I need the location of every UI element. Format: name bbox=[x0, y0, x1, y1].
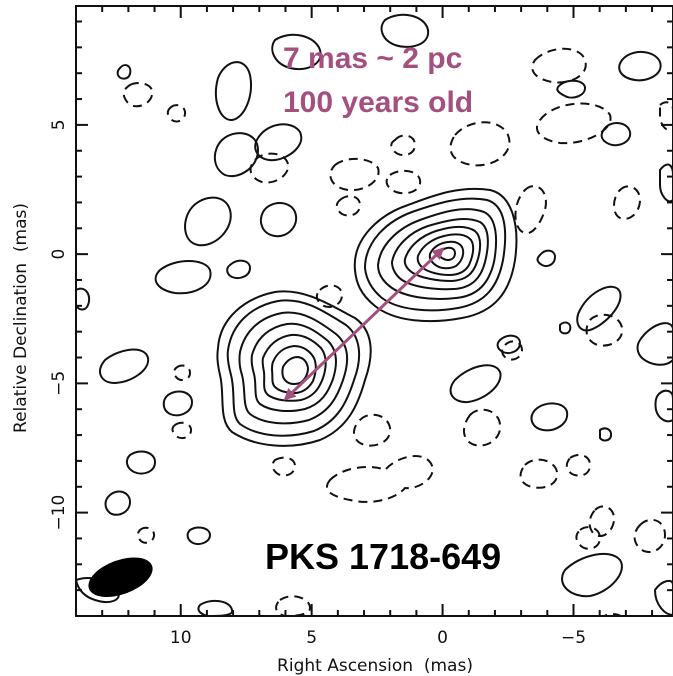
beam-ellipse bbox=[88, 557, 153, 597]
annotation-age: 100 years old bbox=[283, 86, 473, 119]
x-axis-title: Right Ascension (mas) bbox=[277, 656, 473, 676]
x-tick-label: −5 bbox=[561, 628, 586, 648]
y-tick-label: 0 bbox=[49, 249, 69, 260]
source-label: PKS 1718-649 bbox=[265, 536, 501, 577]
y-tick-labels: 5 0 −5 −10 bbox=[49, 119, 69, 530]
x-tick-labels: 10 5 0 −5 bbox=[170, 628, 586, 648]
plot-frame bbox=[75, 5, 673, 617]
y-tick-label: −10 bbox=[49, 495, 69, 531]
axis-ticks bbox=[75, 6, 673, 617]
x-tick-label: 0 bbox=[437, 628, 448, 648]
negative-contour-lines bbox=[122, 47, 673, 616]
separation-arrow bbox=[283, 247, 445, 401]
y-axis-title: Relative Declination (mas) bbox=[11, 203, 31, 433]
y-tick-label: −5 bbox=[49, 371, 69, 396]
x-tick-label: 5 bbox=[306, 628, 317, 648]
x-tick-label: 10 bbox=[170, 628, 192, 648]
y-tick-label: 5 bbox=[49, 119, 69, 130]
annotation-separation: 7 mas ~ 2 pc bbox=[283, 42, 462, 75]
